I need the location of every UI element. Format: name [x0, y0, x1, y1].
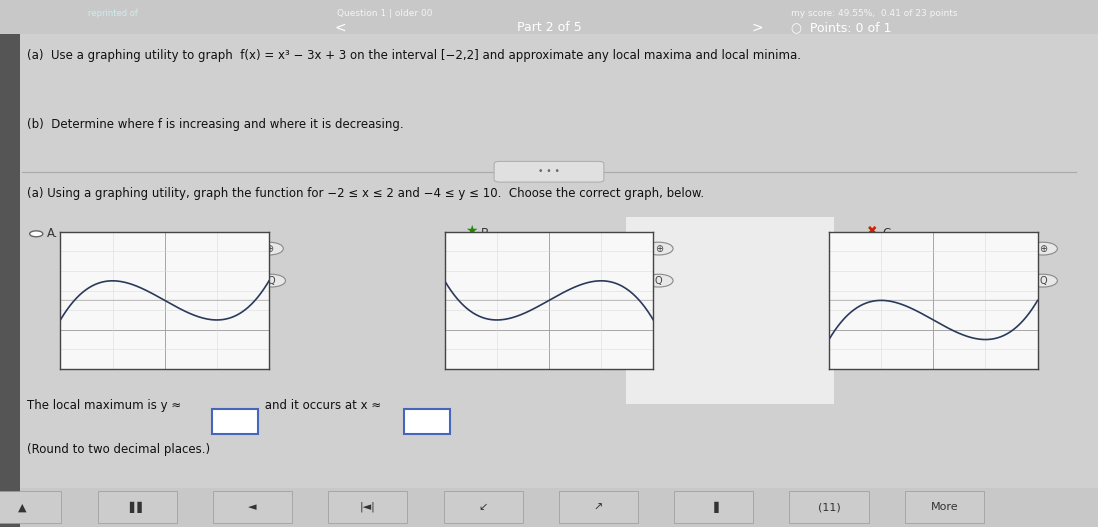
Text: ▌▌: ▌▌ [128, 502, 146, 513]
Text: >: > [752, 21, 763, 34]
Text: ↗: ↗ [995, 322, 1004, 332]
Text: ↗: ↗ [594, 502, 603, 512]
Text: B.: B. [481, 227, 493, 240]
Circle shape [645, 274, 673, 287]
Text: C.: C. [883, 227, 895, 240]
Text: (a) Using a graphing utility, graph the function for −2 ≤ x ≤ 2 and −4 ≤ y ≤ 10.: (a) Using a graphing utility, graph the … [27, 187, 705, 200]
Circle shape [257, 274, 285, 287]
Text: ↙: ↙ [479, 502, 488, 512]
FancyBboxPatch shape [905, 491, 984, 523]
FancyBboxPatch shape [98, 491, 177, 523]
FancyBboxPatch shape [979, 318, 1019, 335]
FancyBboxPatch shape [674, 491, 753, 523]
Text: ★: ★ [466, 225, 478, 238]
Text: my score: 49.55%,  0.41 of 23 points: my score: 49.55%, 0.41 of 23 points [791, 8, 957, 17]
FancyBboxPatch shape [559, 491, 638, 523]
Text: (11): (11) [818, 502, 840, 512]
FancyBboxPatch shape [789, 491, 869, 523]
Text: Part 2 of 5: Part 2 of 5 [517, 21, 581, 34]
FancyBboxPatch shape [216, 318, 256, 335]
FancyBboxPatch shape [494, 161, 604, 182]
Text: A.: A. [47, 227, 58, 240]
Text: Q: Q [268, 276, 274, 286]
Text: ↗: ↗ [616, 322, 625, 332]
FancyBboxPatch shape [601, 318, 640, 335]
Text: ▐: ▐ [709, 502, 718, 513]
Text: More: More [930, 502, 959, 512]
Text: <: < [335, 21, 346, 34]
FancyBboxPatch shape [0, 491, 61, 523]
FancyBboxPatch shape [404, 409, 450, 434]
FancyBboxPatch shape [213, 491, 292, 523]
FancyBboxPatch shape [444, 491, 523, 523]
FancyBboxPatch shape [626, 217, 834, 404]
Text: reprinted of: reprinted of [88, 8, 137, 17]
Circle shape [1029, 242, 1057, 255]
FancyBboxPatch shape [0, 34, 20, 527]
Text: The local maximum is y ≈: The local maximum is y ≈ [27, 399, 186, 412]
Text: ▲: ▲ [18, 502, 26, 512]
Text: ⊕: ⊕ [265, 243, 273, 253]
Text: Q: Q [656, 276, 662, 286]
FancyBboxPatch shape [328, 491, 407, 523]
Text: and it occurs at x ≈: and it occurs at x ≈ [261, 399, 385, 412]
Circle shape [1029, 274, 1057, 287]
Text: |◄|: |◄| [360, 502, 376, 512]
Text: (Round to two decimal places.): (Round to two decimal places.) [27, 443, 211, 456]
FancyBboxPatch shape [212, 409, 258, 434]
Circle shape [30, 231, 43, 237]
Text: Question 1 | older 00: Question 1 | older 00 [337, 8, 432, 17]
FancyBboxPatch shape [0, 34, 1098, 487]
Text: ⊕: ⊕ [1039, 243, 1047, 253]
Text: (a)  Use a graphing utility to graph  f(x) = x³ − 3x + 3 on the interval [−2,2] : (a) Use a graphing utility to graph f(x)… [27, 49, 802, 62]
Text: ✖: ✖ [867, 225, 878, 238]
Text: ↗: ↗ [232, 322, 240, 332]
Circle shape [255, 242, 283, 255]
Text: (b)  Determine where f is increasing and where it is decreasing.: (b) Determine where f is increasing and … [27, 118, 404, 131]
Text: ○  Points: 0 of 1: ○ Points: 0 of 1 [791, 21, 892, 34]
Text: ◄: ◄ [248, 502, 257, 512]
Text: • • •: • • • [538, 167, 560, 176]
Text: ⊕: ⊕ [654, 243, 663, 253]
Circle shape [645, 242, 673, 255]
Text: Q: Q [1040, 276, 1046, 286]
